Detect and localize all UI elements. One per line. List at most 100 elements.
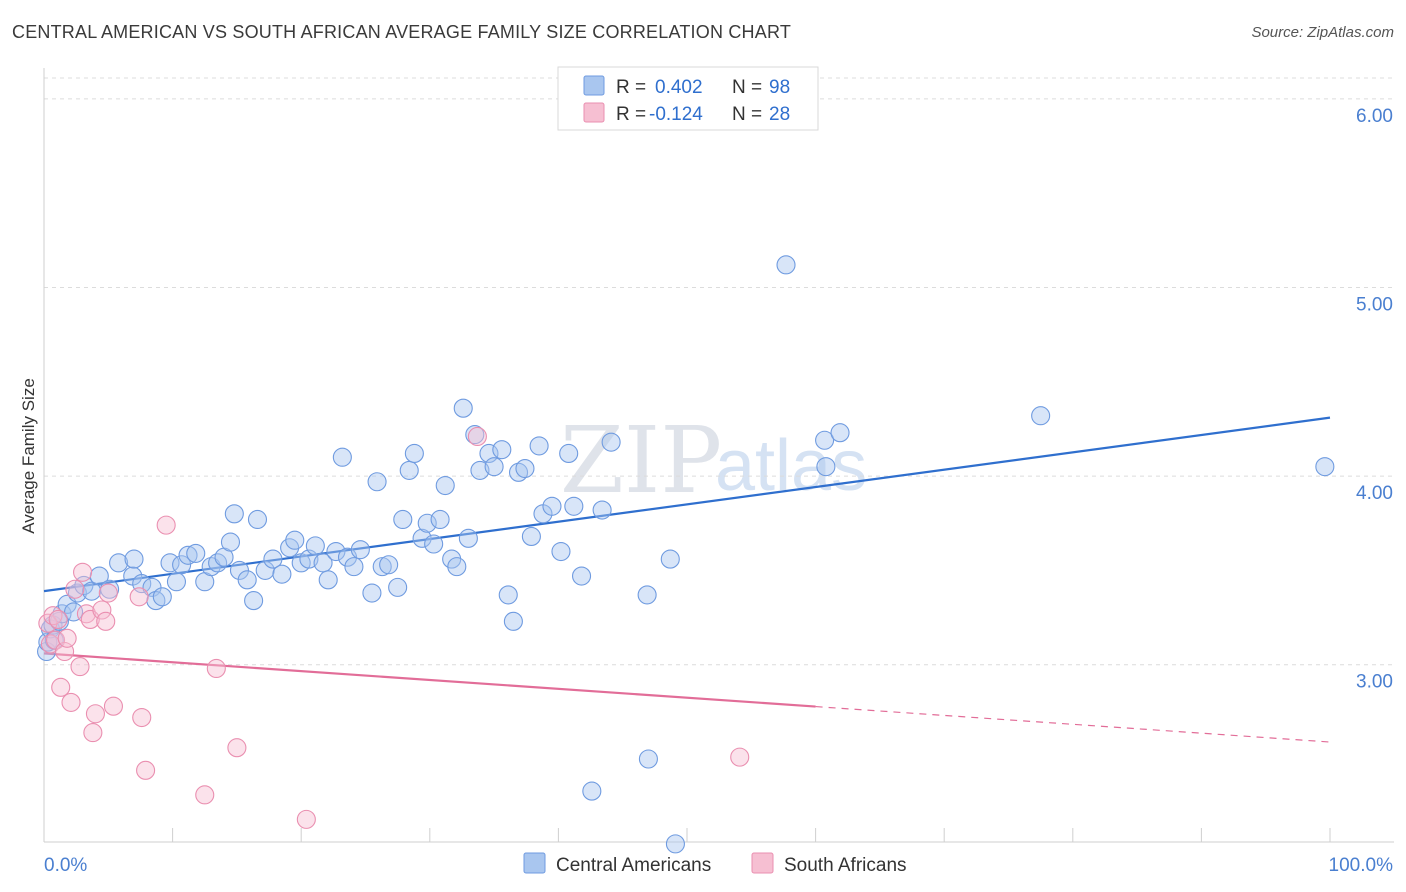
- data-point-south-africans: [296, 809, 316, 829]
- data-point-south-africans: [730, 747, 750, 767]
- series-legend-swatch-central-americans: [523, 852, 546, 874]
- data-point-central-americans: [498, 585, 518, 605]
- data-point-central-americans: [542, 496, 562, 516]
- data-point-central-americans: [332, 447, 352, 467]
- axes: 3.00 4.00 5.00 6.00 0.0% 100.0%: [43, 68, 1394, 876]
- data-point-central-americans: [350, 540, 370, 560]
- data-point-central-americans: [178, 545, 198, 565]
- data-point-south-africans: [156, 515, 176, 535]
- series-legend-label-south-africans: South Africans: [784, 855, 907, 876]
- data-point-central-americans: [166, 572, 187, 592]
- data-point-central-americans: [318, 570, 338, 590]
- data-point-central-americans: [224, 504, 244, 524]
- y-tick-label: 5.00: [1356, 294, 1393, 315]
- data-point-south-africans: [70, 657, 90, 677]
- data-point-central-americans: [601, 432, 621, 452]
- data-point-south-africans: [76, 604, 96, 624]
- data-point-south-africans: [48, 609, 68, 629]
- data-point-central-americans: [244, 591, 264, 611]
- data-point-central-americans: [484, 457, 504, 477]
- data-point-central-americans: [237, 570, 257, 590]
- data-point-central-americans: [571, 566, 592, 586]
- data-point-central-americans: [186, 543, 206, 563]
- data-point-central-americans: [815, 430, 835, 450]
- trend-line-south-africans-extension: [815, 705, 1331, 743]
- data-point-central-americans: [564, 496, 584, 516]
- y-tick-label: 6.00: [1356, 106, 1393, 127]
- data-point-central-americans: [399, 460, 419, 480]
- data-point-central-americans: [372, 557, 392, 577]
- data-point-central-americans: [529, 436, 549, 456]
- data-point-south-africans: [136, 760, 156, 780]
- watermark-zip: ZIP: [560, 407, 722, 514]
- series-points-south-africans: [38, 426, 750, 829]
- data-point-south-africans: [132, 707, 152, 728]
- data-point-central-americans: [388, 577, 408, 597]
- data-point-central-americans: [492, 440, 512, 460]
- data-point-central-americans: [551, 541, 571, 562]
- data-point-central-americans: [1315, 457, 1335, 477]
- stats-r-value-blue: 0.402: [655, 77, 703, 98]
- data-point-central-americans: [379, 555, 399, 575]
- data-point-south-africans: [103, 696, 123, 716]
- data-point-central-americans: [503, 611, 523, 631]
- data-point-central-americans: [362, 583, 382, 603]
- data-point-central-americans: [776, 255, 796, 275]
- trend-lines: [43, 416, 1331, 743]
- data-point-central-americans: [559, 443, 579, 464]
- series-legend-swatch-south-africans: [751, 852, 774, 874]
- data-point-central-americans: [637, 585, 657, 605]
- data-point-central-americans: [430, 509, 450, 530]
- data-point-central-americans: [172, 555, 192, 575]
- source-credit: Source: ZipAtlas.com: [1251, 24, 1394, 41]
- data-point-central-americans: [305, 536, 325, 556]
- series-legend: Central Americans South Africans: [523, 852, 907, 876]
- data-point-central-americans: [447, 557, 467, 577]
- data-point-south-africans: [61, 692, 81, 712]
- stats-r-label-pink: R =: [616, 104, 646, 125]
- y-tick-label: 3.00: [1356, 672, 1393, 693]
- data-point-central-americans: [816, 457, 836, 477]
- data-point-south-africans: [195, 785, 215, 805]
- data-point-central-americans: [638, 749, 658, 769]
- data-point-central-americans: [453, 398, 473, 418]
- data-point-central-americans: [582, 781, 602, 801]
- data-point-central-americans: [458, 528, 478, 548]
- chart-title: CENTRAL AMERICAN VS SOUTH AFRICAN AVERAG…: [12, 22, 792, 42]
- trend-line-central-americans: [43, 416, 1331, 593]
- data-point-central-americans: [665, 834, 685, 854]
- stats-legend-swatch-pink: [583, 102, 605, 123]
- series-points-central-americans: [37, 255, 1335, 854]
- series-legend-label-central-americans: Central Americans: [556, 855, 711, 876]
- data-point-central-americans: [660, 549, 680, 569]
- data-point-central-americans: [220, 532, 241, 552]
- data-point-central-americans: [344, 557, 364, 577]
- data-point-south-africans: [96, 611, 116, 631]
- data-point-central-americans: [272, 564, 292, 584]
- data-point-central-americans: [417, 513, 437, 533]
- data-point-central-americans: [592, 500, 612, 520]
- stats-n-label-pink: N =: [732, 104, 762, 125]
- stats-legend: R = 0.402 N = 98 R = -0.124 N = 28: [557, 66, 819, 131]
- data-point-south-africans: [73, 562, 93, 582]
- data-point-south-africans: [57, 628, 77, 648]
- data-point-central-americans: [435, 475, 455, 496]
- watermark-atlas: atlas: [715, 426, 867, 506]
- data-point-central-americans: [367, 472, 387, 492]
- data-point-central-americans: [247, 509, 268, 530]
- data-point-south-africans: [65, 579, 85, 599]
- data-points: [37, 255, 1335, 854]
- y-tick-label: 4.00: [1356, 483, 1393, 504]
- data-point-central-americans: [412, 528, 432, 548]
- data-point-central-americans: [393, 509, 413, 530]
- stats-n-value-blue: 98: [769, 77, 790, 98]
- data-point-south-africans: [129, 587, 149, 607]
- data-point-central-americans: [404, 443, 424, 464]
- x-tick-label-max: 100.0%: [1329, 855, 1394, 876]
- data-point-central-americans: [521, 526, 541, 546]
- data-point-central-americans: [109, 553, 129, 573]
- stats-legend-swatch-blue: [583, 75, 605, 96]
- data-point-south-africans: [227, 738, 247, 758]
- data-point-central-americans: [263, 549, 283, 569]
